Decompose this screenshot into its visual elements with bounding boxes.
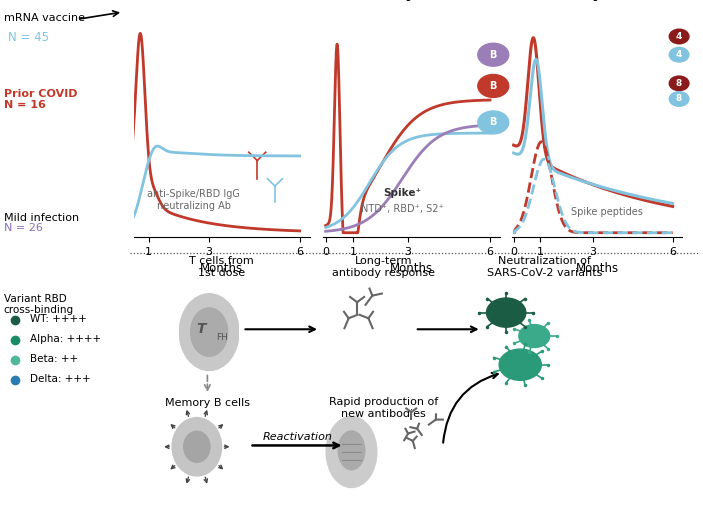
Text: FH: FH	[217, 333, 228, 342]
Circle shape	[183, 431, 210, 462]
Text: 4: 4	[676, 32, 683, 41]
Text: Spike⁺: Spike⁺	[383, 188, 421, 198]
Text: N = 16: N = 16	[4, 100, 46, 110]
Circle shape	[172, 418, 221, 476]
Text: mRNA vaccine: mRNA vaccine	[4, 13, 84, 23]
X-axis label: Months: Months	[389, 263, 433, 275]
Text: 8: 8	[676, 79, 682, 88]
Text: B: B	[489, 81, 497, 91]
Title: Memory B cells: Memory B cells	[347, 0, 476, 1]
Text: B: B	[489, 49, 497, 60]
Text: Rapid production of
new antibodies: Rapid production of new antibodies	[328, 397, 438, 418]
Text: anti-Spike/RBD IgG
neutralizing Ab: anti-Spike/RBD IgG neutralizing Ab	[147, 189, 240, 211]
Text: Mild infection: Mild infection	[4, 213, 79, 222]
Ellipse shape	[326, 416, 377, 488]
Text: Beta: ++: Beta: ++	[30, 354, 77, 364]
X-axis label: Months: Months	[576, 263, 619, 275]
Ellipse shape	[191, 308, 228, 356]
Text: Reactivation: Reactivation	[262, 432, 333, 442]
Text: Delta: +++: Delta: +++	[30, 374, 90, 384]
Text: cross-binding: cross-binding	[4, 305, 74, 315]
Text: N = 26: N = 26	[4, 223, 42, 233]
Text: Prior COVID: Prior COVID	[4, 89, 77, 98]
Text: Neutralization of
SARS-CoV-2 variants: Neutralization of SARS-CoV-2 variants	[487, 256, 602, 278]
Text: Memory B cells: Memory B cells	[165, 398, 250, 407]
Text: 8: 8	[676, 94, 682, 104]
Text: Alpha: ++++: Alpha: ++++	[30, 334, 101, 344]
Title: Memory T cells: Memory T cells	[533, 0, 662, 1]
Text: T cells from
1st dose: T cells from 1st dose	[189, 256, 254, 278]
Text: NTD⁺, RBD⁺, S2⁺: NTD⁺, RBD⁺, S2⁺	[361, 204, 444, 214]
Text: 4: 4	[676, 50, 683, 59]
Ellipse shape	[338, 431, 365, 470]
Text: Spike peptides: Spike peptides	[572, 206, 643, 217]
Ellipse shape	[179, 294, 239, 370]
Text: WT: ++++: WT: ++++	[30, 314, 86, 325]
Text: B: B	[489, 117, 497, 128]
Text: N = 45: N = 45	[8, 31, 49, 44]
Title: Antibodies: Antibodies	[176, 0, 268, 1]
Text: Long-term
antibody response: Long-term antibody response	[332, 256, 434, 278]
X-axis label: Months: Months	[200, 263, 243, 275]
Text: T: T	[197, 322, 206, 336]
Text: Variant RBD: Variant RBD	[4, 294, 66, 304]
